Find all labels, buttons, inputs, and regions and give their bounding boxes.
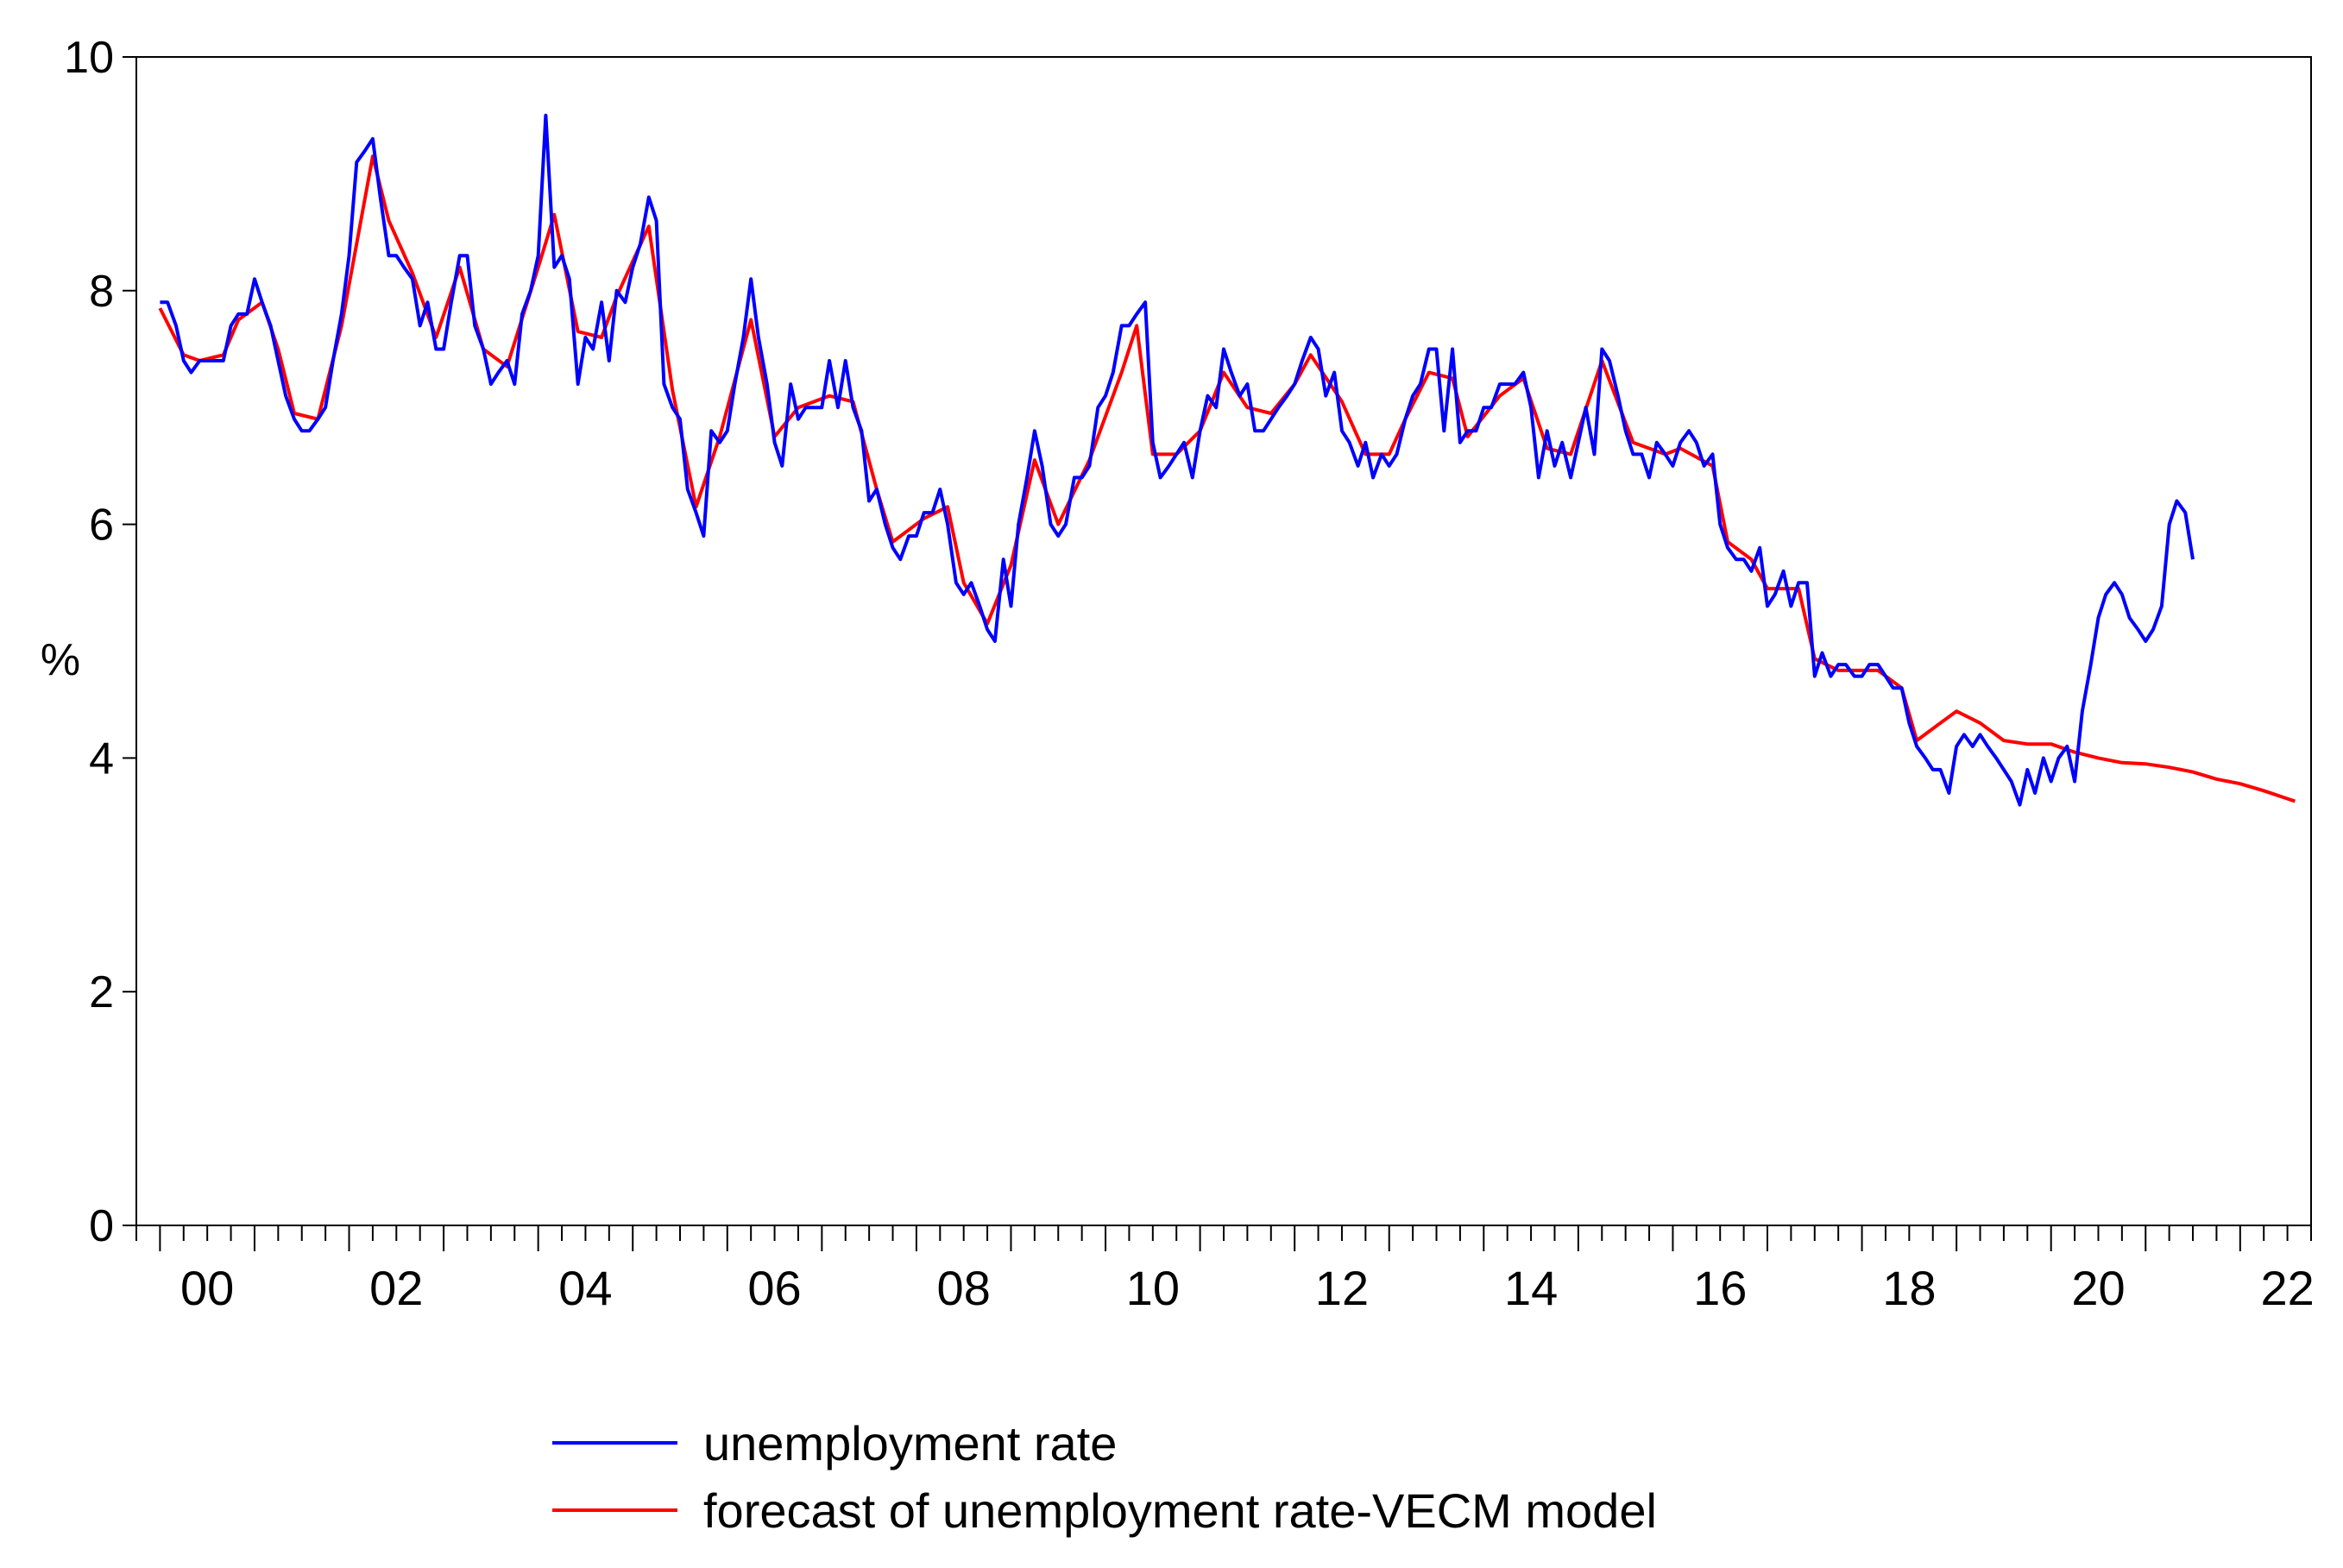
y-tick-label: 6 [89,501,114,551]
y-tick-label: 4 [89,734,114,784]
plot-frame [135,56,2312,1226]
series-line-unemployment-rate [160,113,2195,807]
x-tick-label: 16 [1693,1261,1747,1315]
x-tick-label: 12 [1315,1261,1369,1315]
series-line-forecast-vecm [158,154,2296,803]
x-tick-label: 14 [1504,1261,1558,1315]
y-tick-label: 10 [64,33,114,83]
x-tick-label: 22 [2260,1261,2314,1315]
x-tick-label: 06 [747,1261,801,1315]
x-tick-label: 10 [1126,1261,1180,1315]
legend: unemployment rate forecast of unemploymen… [552,1416,1657,1538]
legend-label: forecast of unemployment rate-VECM model [703,1483,1657,1538]
y-axis-label: % [41,635,80,685]
x-tick-label: 20 [2071,1261,2125,1315]
x-tick-label: 00 [180,1261,234,1315]
x-tick-label: 08 [937,1261,991,1315]
x-tick-label: 04 [558,1261,612,1315]
x-tick-label: 02 [369,1261,423,1315]
y-tick-label: 2 [89,967,114,1017]
y-tick-label: 0 [89,1201,114,1251]
series-layer [158,113,2296,807]
x-tick-label: 18 [1882,1261,1936,1315]
y-tick-label: 8 [89,267,114,317]
legend-label: unemployment rate [703,1416,1117,1470]
